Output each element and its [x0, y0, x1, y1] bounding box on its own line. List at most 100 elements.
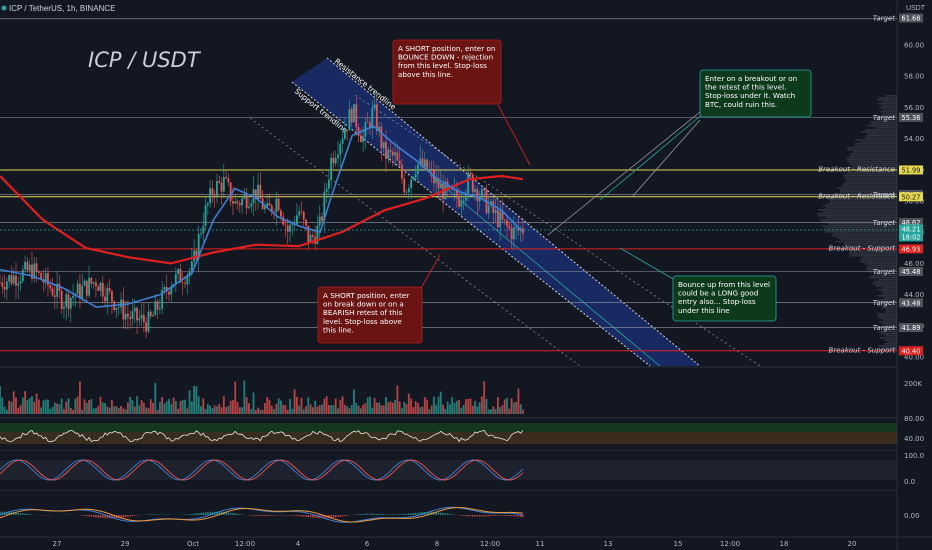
candle-body: [3, 286, 6, 290]
volume-bar: [364, 403, 367, 414]
note-breakout[interactable]: Enter on a breakout or on the retest of t…: [699, 69, 812, 118]
volume-bar: [76, 396, 79, 414]
macd-hist-bar: [419, 512, 421, 515]
volume-bar: [181, 399, 184, 414]
volume-bar: [19, 405, 22, 414]
level-label: Breakout - Resistance: [818, 165, 895, 173]
candle-body: [200, 233, 202, 235]
candle-body: [391, 151, 394, 156]
macd-hist-bar: [321, 515, 323, 519]
time-axis-tick: 18: [780, 540, 789, 548]
volume-bar: [471, 405, 474, 414]
candle-body: [318, 216, 321, 226]
volume-profile-bar: [876, 119, 897, 121]
note-short-top[interactable]: A SHORT position, enter on BOUNCE DOWN - …: [392, 39, 502, 105]
candle-body: [407, 188, 410, 192]
volume-profile-bar: [844, 177, 897, 179]
candle-body: [209, 188, 212, 204]
volume-bar: [410, 398, 412, 414]
volume-profile-bar: [882, 329, 897, 331]
macd-hist-bar: [497, 515, 499, 516]
macd-hist-bar: [510, 515, 513, 517]
volume-bar: [307, 397, 310, 414]
candle-body: [266, 203, 269, 207]
candle-body: [0, 282, 1, 283]
candle-body: [243, 195, 246, 199]
volume-profile-bar: [880, 333, 897, 335]
volume-profile-bar: [882, 323, 897, 325]
candle-body: [496, 210, 499, 228]
volume-profile-bar: [850, 251, 897, 253]
macd-hist-bar: [504, 515, 506, 516]
candle-body: [19, 280, 22, 284]
candle-body: [236, 201, 239, 204]
time-axis[interactable]: 27 29 Oct 12:00 4 6 8 12:00 11 13 15 12:00 18 20: [53, 540, 857, 548]
price-axis-tick: 46.00: [904, 260, 924, 268]
volume-profile-bar: [837, 187, 897, 189]
macd-hist-bar: [239, 514, 241, 515]
volume-bar: [490, 409, 492, 414]
macd-hist-bar: [232, 513, 234, 515]
volume-bar: [426, 399, 428, 414]
time-axis-tick: 6: [365, 540, 370, 548]
candle-body: [21, 269, 24, 281]
candle-body: [63, 306, 65, 309]
macd-hist-bar: [362, 513, 364, 515]
volume-bar: [460, 407, 463, 414]
macd-hist-bar: [472, 515, 474, 517]
macd-hist-bar: [332, 515, 335, 518]
macd-hist-bar: [234, 513, 236, 515]
volume-bar: [161, 397, 164, 414]
macd-hist-bar: [476, 515, 479, 517]
volume-profile-bar: [836, 193, 897, 195]
volume-bar: [412, 407, 415, 414]
macd-hist-bar: [307, 515, 310, 518]
level-label: Target: [873, 219, 895, 227]
volume-profile-bar: [845, 181, 897, 183]
volume-profile-bar: [885, 311, 897, 313]
volume-bar: [108, 407, 111, 414]
volume-bar: [63, 409, 65, 414]
volume-bar: [211, 408, 214, 414]
resistance-trendline: [326, 57, 701, 367]
macd-hist-bar: [303, 515, 305, 517]
volume-profile-bar: [884, 325, 897, 327]
candle-body: [111, 291, 113, 302]
macd-hist-bar: [446, 513, 449, 515]
volume-profile-bar: [876, 289, 897, 291]
macd-line: [0, 506, 524, 523]
rsi-axis-tick-high: 80.00: [904, 415, 924, 423]
volume-bar: [53, 402, 56, 414]
price-axis[interactable]: 60.0058.0056.0054.0052.0050.0048.0046.00…: [818, 13, 924, 362]
macd-hist-bar: [86, 515, 88, 517]
price-badge: [899, 192, 923, 202]
candle-body: [268, 203, 271, 206]
volume-bar: [458, 399, 460, 414]
macd-pane: [0, 506, 524, 523]
volume-profile-bar: [870, 275, 897, 277]
volume-bar: [403, 401, 406, 414]
volume-profile-bar: [824, 227, 897, 229]
note-short-bottom[interactable]: A SHORT position, enter on break down or …: [317, 286, 423, 344]
macd-hist-bar: [508, 515, 510, 516]
volume-bar: [126, 402, 129, 414]
note-bounce[interactable]: Bounce up from this level could be a LONG…: [672, 275, 777, 322]
volume-profile-bar: [845, 245, 897, 247]
price-badge: [899, 13, 923, 23]
macd-hist-bar: [369, 513, 371, 515]
volume-bar: [469, 398, 472, 414]
volume-profile-bar: [855, 139, 897, 141]
time-axis-tick: 27: [53, 540, 62, 548]
volume-profile-bar: [878, 345, 897, 347]
macd-hist-bar: [291, 515, 294, 516]
volume-bar: [433, 396, 435, 414]
candle-body: [476, 189, 479, 202]
candle-body: [181, 282, 184, 284]
volume-profile-bar: [837, 237, 897, 239]
volume-bar: [257, 407, 259, 414]
volume-profile-bar: [878, 321, 897, 323]
ma-short-line: [0, 125, 524, 308]
macd-hist-bar: [335, 515, 337, 518]
candle-body: [510, 228, 513, 240]
